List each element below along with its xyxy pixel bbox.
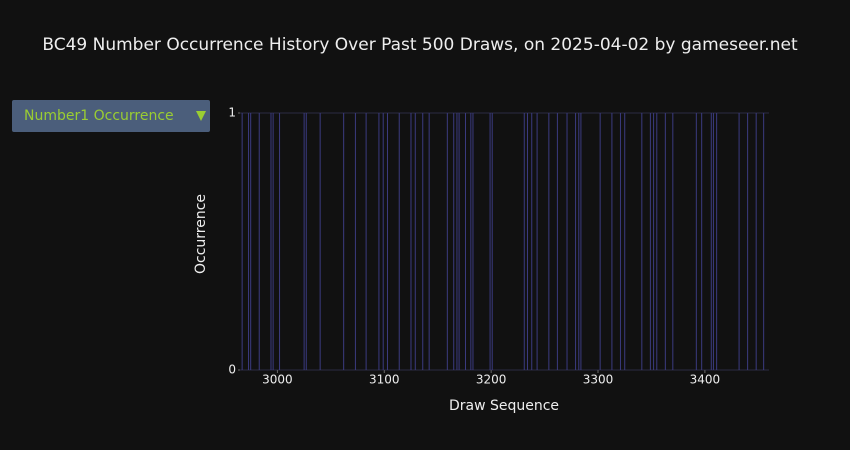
y-axis-label: Occurrence	[193, 194, 209, 274]
x-axis-label: Draw Sequence	[449, 398, 559, 414]
x-tick-label: 3100	[369, 373, 400, 387]
dropdown-label: Number1 Occurrence	[24, 108, 174, 124]
dropdown-arrow	[196, 111, 206, 121]
x-tick-label: 3400	[690, 373, 721, 387]
y-tick-label: 1	[228, 106, 236, 120]
x-tick-label: 3000	[262, 373, 293, 387]
x-tick-label: 3200	[476, 373, 507, 387]
x-tick-label: 3300	[583, 373, 614, 387]
dropdown[interactable]: Number1 Occurrence	[12, 100, 210, 132]
chart-title: BC49 Number Occurrence History Over Past…	[42, 35, 798, 55]
y-tick-label: 0	[228, 363, 236, 377]
